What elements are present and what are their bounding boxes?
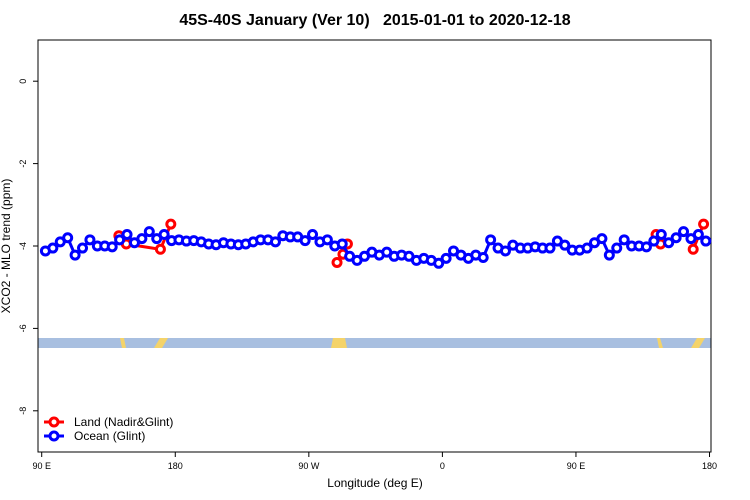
- data-point: [114, 234, 126, 246]
- data-point: [121, 228, 133, 240]
- data-point: [77, 242, 89, 254]
- data-point: [84, 234, 96, 246]
- land-patch: [120, 338, 126, 348]
- y-tick-label: -4: [18, 242, 28, 250]
- x-tick-label: 90 W: [298, 461, 320, 471]
- x-axis-label: Longitude (deg E): [327, 476, 422, 490]
- data-point: [663, 237, 675, 249]
- data-point: [336, 238, 348, 250]
- x-tick-label: 180: [702, 461, 717, 471]
- data-point: [433, 257, 445, 269]
- data-point: [640, 241, 652, 253]
- data-point: [603, 249, 615, 261]
- data-point: [299, 235, 311, 247]
- y-axis-label: XCO2 - MLO trend (ppm): [0, 179, 13, 314]
- data-point: [611, 242, 623, 254]
- data-point: [618, 234, 630, 246]
- data-point: [143, 226, 155, 238]
- data-point: [47, 242, 59, 254]
- land-patch: [154, 338, 168, 348]
- data-point: [69, 249, 81, 261]
- data-point: [154, 243, 166, 255]
- data-point: [692, 228, 704, 240]
- data-point: [477, 252, 489, 264]
- y-tick-label: -8: [18, 407, 28, 415]
- data-point: [581, 242, 593, 254]
- data-point: [62, 232, 74, 244]
- data-point: [559, 239, 571, 251]
- x-tick-label: 0: [440, 461, 445, 471]
- data-point: [544, 242, 556, 254]
- data-point: [165, 218, 177, 230]
- y-tick-label: 0: [18, 79, 28, 84]
- data-point: [136, 233, 148, 245]
- data-point: [440, 252, 452, 264]
- data-point: [700, 235, 712, 247]
- data-point: [670, 232, 682, 244]
- chart-title: 45S-40S January (Ver 10) 2015-01-01 to 2…: [179, 12, 570, 29]
- data-point: [106, 241, 118, 253]
- x-tick-label: 90 E: [32, 461, 51, 471]
- data-point: [158, 228, 170, 240]
- land-patch: [331, 338, 347, 348]
- data-point: [485, 234, 497, 246]
- data-point: [698, 218, 710, 230]
- legend: Land (Nadir&Glint)Ocean (Glint): [44, 415, 173, 443]
- y-tick-label: -2: [18, 160, 28, 168]
- data-point: [596, 233, 608, 245]
- data-point: [321, 234, 333, 246]
- data-point: [331, 256, 343, 268]
- data-point: [678, 226, 690, 238]
- x-tick-label: 90 E: [567, 461, 586, 471]
- data-point: [648, 235, 660, 247]
- y-tick-label: -6: [18, 324, 28, 332]
- data-point: [269, 236, 281, 248]
- land-mask-strip: [38, 338, 711, 348]
- legend-label: Land (Nadir&Glint): [74, 415, 173, 429]
- legend-marker: [48, 430, 60, 442]
- legend-marker: [48, 416, 60, 428]
- legend-label: Ocean (Glint): [74, 429, 145, 443]
- data-point: [307, 228, 319, 240]
- data-point: [499, 245, 511, 257]
- ocean-strip: [38, 338, 711, 348]
- data-point: [687, 243, 699, 255]
- land-patch: [657, 338, 663, 348]
- data-point: [655, 228, 667, 240]
- land-patch: [691, 338, 705, 348]
- x-tick-label: 180: [168, 461, 183, 471]
